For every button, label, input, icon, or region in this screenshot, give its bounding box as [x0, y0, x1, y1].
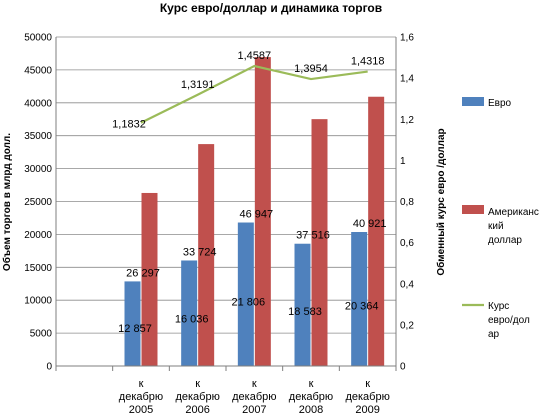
y2-tick-label: 0,2	[400, 320, 414, 331]
bar-euro	[124, 281, 141, 366]
x-category-label: к	[252, 378, 257, 390]
legend-label-rate: ар	[488, 329, 500, 340]
y-tick-label: 5000	[30, 329, 53, 340]
usd-value-label: 46 947	[239, 209, 273, 221]
y-tick-label: 10000	[24, 296, 52, 307]
x-category-label: 2007	[242, 404, 266, 416]
rate-value-label: 1,3191	[181, 79, 215, 91]
y-tick-label: 15000	[24, 263, 52, 274]
usd-value-label: 33 724	[183, 247, 217, 259]
y-tick-label: 45000	[24, 65, 52, 76]
rate-value-label: 1,4318	[351, 56, 385, 68]
x-category-label: 2009	[355, 404, 379, 416]
y-axis-label: Объем торгов в млрд долл.	[1, 133, 13, 271]
chart-title: Курс евро/доллар и динамика торгов	[160, 1, 382, 15]
usd-value-label: 40 921	[353, 218, 387, 230]
bar-usd	[254, 57, 271, 366]
legend-label-rate: Курс	[488, 301, 509, 312]
x-category-label: декабрю	[175, 391, 219, 403]
y-tick-label: 35000	[24, 131, 52, 142]
euro-value-label: 12 857	[118, 323, 152, 335]
x-category-label: декабрю	[232, 391, 276, 403]
x-category-label: к	[139, 378, 144, 390]
y2-axis-label: Обменный курс евро /доллар	[435, 128, 447, 275]
y2-tick-label: 0,4	[400, 279, 414, 290]
rate-line	[140, 64, 368, 124]
x-category-label: к	[365, 378, 370, 390]
x-category-label: 2008	[299, 404, 323, 416]
axes: 0 5000 10000 15000 20000 25000 30000 35000 40000…	[24, 33, 414, 417]
x-category-label: 2005	[129, 404, 153, 416]
legend-label-usd: доллар	[488, 235, 522, 246]
x-category-label: к	[309, 378, 314, 390]
y-tick-label: 50000	[24, 33, 52, 44]
y2-tick-label: 1,6	[400, 33, 414, 44]
bar-euro	[294, 243, 311, 366]
bar-usd	[141, 192, 158, 366]
y-tick-label: 30000	[24, 164, 52, 175]
gridlines	[56, 36, 396, 334]
legend-swatch-usd	[462, 205, 484, 214]
euro-value-label: 21 806	[232, 296, 266, 308]
legend-label-euro: Евро	[488, 98, 512, 109]
rate-line-layer	[140, 64, 368, 124]
rate-value-label: 1,3954	[294, 63, 328, 75]
legend-swatch-euro	[462, 97, 484, 106]
rate-value-label: 1,1832	[112, 119, 146, 131]
euro-value-label: 16 036	[175, 314, 209, 326]
legend-label-usd: кий	[488, 221, 504, 232]
bars	[124, 57, 385, 367]
euro-value-label: 20 364	[345, 301, 379, 313]
bar-euro	[351, 232, 368, 366]
bar-usd	[311, 119, 328, 367]
y-tick-label: 20000	[24, 230, 52, 241]
x-category-label: декабрю	[119, 391, 163, 403]
y2-tick-label: 0,8	[400, 197, 414, 208]
x-category-label: декабрю	[289, 391, 333, 403]
x-category-label: к	[195, 378, 200, 390]
data-labels: 12 857 16 036 21 806 18 583 20 364 26 297 33 7…	[112, 50, 386, 335]
y-tick-label: 40000	[24, 98, 52, 109]
bar-usd	[198, 144, 215, 366]
y2-tick-label: 0,6	[400, 238, 414, 249]
legend-label-usd: Американс	[488, 207, 539, 218]
x-category-label: 2006	[185, 404, 209, 416]
y2-tick-label: 1	[400, 156, 406, 167]
y-tick-label: 25000	[24, 197, 52, 208]
bar-euro	[237, 222, 254, 366]
legend-label-rate: евро/дол	[488, 315, 530, 326]
usd-value-label: 26 297	[126, 267, 160, 279]
legend: Евро Американс кий доллар Курс евро/дол ар	[462, 97, 539, 340]
y-tick-label: 0	[46, 362, 52, 373]
euro-value-label: 18 583	[288, 306, 322, 318]
x-category-label: декабрю	[345, 391, 389, 403]
y2-tick-label: 1,4	[400, 74, 414, 85]
usd-value-label: 37 516	[296, 230, 330, 242]
rate-value-label: 1,4587	[238, 50, 272, 62]
bar-usd	[368, 96, 385, 367]
y2-tick-label: 0	[400, 362, 406, 373]
y2-tick-label: 1,2	[400, 115, 414, 126]
bar-euro	[181, 260, 198, 366]
